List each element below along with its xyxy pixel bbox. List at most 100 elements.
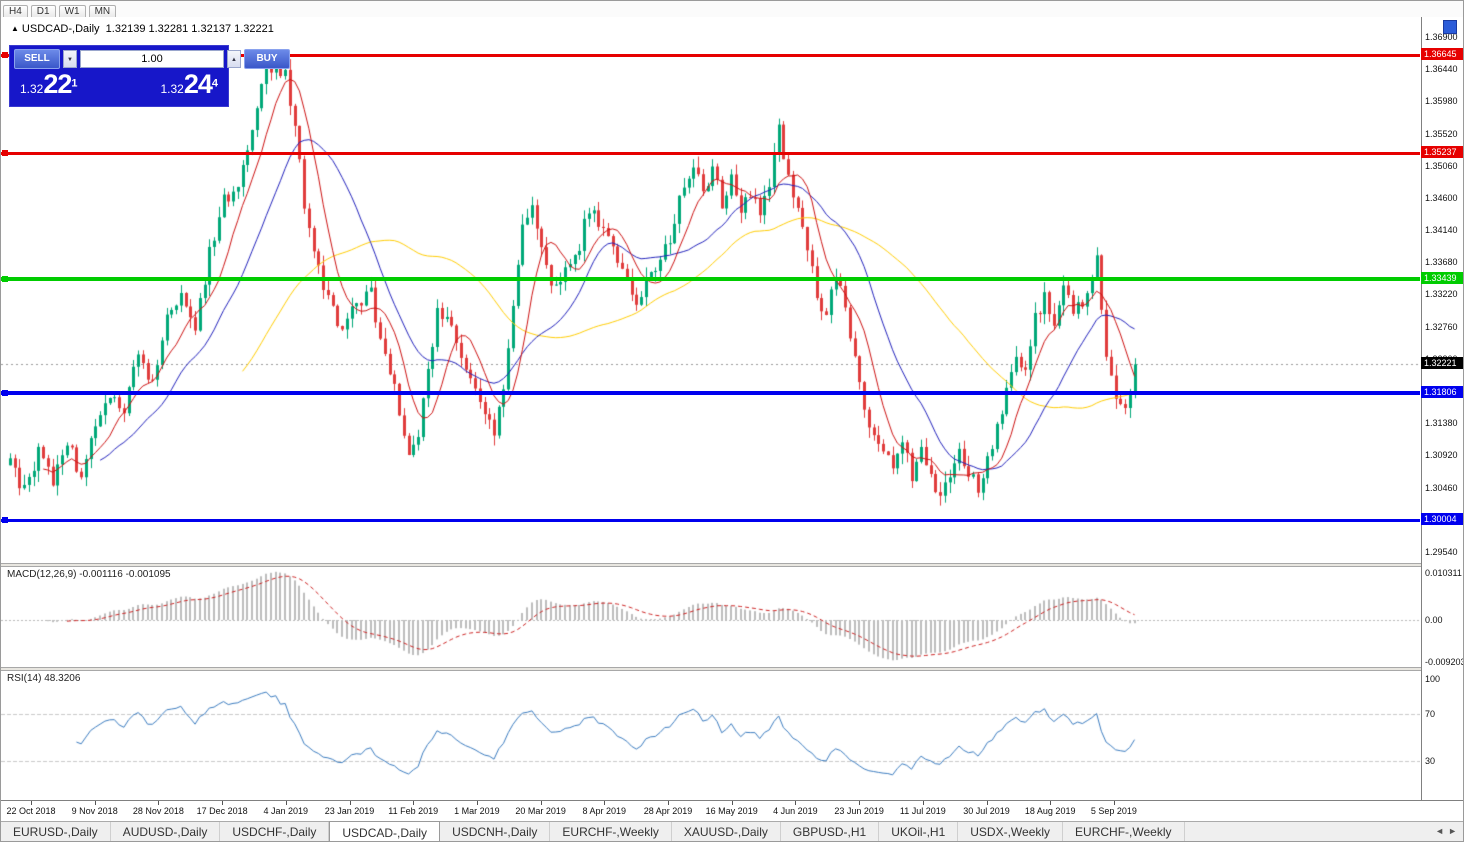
date-axis-label: 17 Dec 2018 <box>196 806 248 816</box>
symbol-tab-eurchf[interactable]: EURCHF-,Weekly <box>1063 822 1185 841</box>
date-axis-tick <box>222 801 224 805</box>
date-axis-tick <box>31 801 32 805</box>
symbol-tab-eurchf[interactable]: EURCHF-,Weekly <box>550 822 672 841</box>
symbol-tab-usdcad[interactable]: USDCAD-,Daily <box>329 821 441 841</box>
date-axis-tick <box>986 801 988 805</box>
date-axis-tick <box>540 801 542 805</box>
date-axis-tick <box>158 801 160 805</box>
chart-shift-icon[interactable] <box>1443 20 1457 34</box>
sell-price[interactable]: 1.32221 <box>20 69 78 100</box>
symbol-tab-usdchf[interactable]: USDCHF-,Daily <box>220 822 330 841</box>
buy-price-main: 24 <box>183 69 213 99</box>
macd-pane-separator[interactable] <box>1 563 1463 567</box>
date-axis-label: 8 Apr 2019 <box>582 806 627 816</box>
date-axis-tick <box>1113 801 1115 805</box>
macd-chart-canvas[interactable] <box>1 565 1420 667</box>
price-axis-label: 1.31380 <box>1425 418 1458 429</box>
symbol-tab-audusd[interactable]: AUDUSD-,Daily <box>111 822 221 841</box>
date-axis-label: 20 Mar 2019 <box>515 806 566 816</box>
date-axis-label: 5 Sep 2019 <box>1090 806 1137 816</box>
date-axis-label: 4 Jun 2019 <box>773 806 818 816</box>
rsi-chart-canvas[interactable] <box>1 669 1420 799</box>
rsi-indicator-label: RSI(14) 48.3206 <box>7 673 81 684</box>
price-axis: 1.36900 1.36440 1.35980 1.35520 1.35060 1.346… <box>1421 17 1464 800</box>
price-axis-label: 1.32760 <box>1425 321 1458 332</box>
symbol-tab-xauusd[interactable]: XAUUSD-,Daily <box>672 822 781 841</box>
price-axis-label: 1.35520 <box>1425 128 1458 139</box>
trade-controls-row: SELL ▼ ▲ BUY <box>10 46 290 69</box>
buy-price-base: 1.32 <box>160 82 184 96</box>
macd-indicator-label: MACD(12,26,9) -0.001116 -0.001095 <box>7 569 171 580</box>
tab-scroll-left-icon[interactable]: ◄ <box>1435 826 1449 836</box>
date-axis-label: 11 Jul 2019 <box>899 806 946 816</box>
price-axis-label: 1.34140 <box>1425 225 1458 236</box>
level-price-tag: 1.30004 <box>1421 512 1463 525</box>
line-drag-handle[interactable] <box>2 516 8 523</box>
sell-price-main: 22 <box>43 69 72 99</box>
support-resistance-line[interactable] <box>1 277 1420 282</box>
timeframe-button-d1[interactable]: D1 <box>30 5 56 19</box>
symbol-tab-usdcnh[interactable]: USDCNH-,Daily <box>440 822 551 841</box>
sell-price-base: 1.32 <box>20 82 44 96</box>
symbol-tab-ukoil[interactable]: UKOil-,H1 <box>879 822 959 841</box>
chart-window[interactable]: ▲ USDCAD-,Daily 1.32139 1.32281 1.32137 1… <box>1 17 1464 822</box>
date-axis-label: 30 Jul 2019 <box>963 806 1010 816</box>
volume-input[interactable] <box>80 50 224 68</box>
date-axis-label: 23 Jun 2019 <box>834 806 884 816</box>
date-axis-label: 1 Mar 2019 <box>454 806 500 816</box>
rsi-axis-label: 70 <box>1425 709 1436 720</box>
sell-button[interactable]: SELL <box>14 49 60 69</box>
support-resistance-line[interactable] <box>1 391 1420 396</box>
tab-scroll-arrows: ◄► <box>1435 826 1461 836</box>
buy-button[interactable]: BUY <box>244 49 290 69</box>
line-drag-handle[interactable] <box>2 150 8 157</box>
date-axis-tick <box>476 801 478 805</box>
one-click-trading-panel: SELL ▼ ▲ BUY 1.32221 1.32244 <box>9 45 290 107</box>
macd-axis-label: -0.009203 <box>1425 656 1464 667</box>
rsi-axis-label: 100 <box>1425 674 1441 684</box>
macd-axis-label: 0.010311 <box>1425 567 1462 578</box>
timeframe-bar: H4 D1 W1 MN <box>1 1 1463 19</box>
date-axis-tick <box>859 801 861 805</box>
line-drag-handle[interactable] <box>2 276 8 283</box>
date-axis-tick <box>922 801 924 805</box>
rsi-axis-label: 30 <box>1425 756 1436 767</box>
support-resistance-line[interactable] <box>1 152 1420 156</box>
date-axis-tick <box>413 801 415 805</box>
current-price-tag: 1.32221 <box>1421 357 1463 370</box>
support-resistance-line[interactable] <box>1 518 1420 522</box>
date-axis-label: 28 Apr 2019 <box>643 806 693 816</box>
trade-prices-row: 1.32221 1.32244 <box>10 69 228 100</box>
price-axis-label: 1.30920 <box>1425 450 1458 461</box>
symbol-tab-gbpusd[interactable]: GBPUSD-,H1 <box>781 822 880 841</box>
timeframe-buttons: H4 D1 W1 MN <box>1 1 117 19</box>
buy-price[interactable]: 1.32244 <box>160 69 218 100</box>
volume-decrease-button[interactable]: ▼ <box>63 50 77 68</box>
support-resistance-line[interactable] <box>1 53 1420 57</box>
line-drag-handle[interactable] <box>2 51 8 58</box>
date-axis-tick <box>668 801 669 805</box>
price-axis-label: 1.36440 <box>1425 64 1458 75</box>
date-axis-tick <box>285 801 287 805</box>
line-drag-handle[interactable] <box>2 390 8 397</box>
price-axis-label: 1.30460 <box>1425 482 1458 493</box>
level-price-tag: 1.33439 <box>1421 272 1463 285</box>
symbol-tab-usdx[interactable]: USDX-,Weekly <box>958 822 1064 841</box>
date-axis-tick <box>349 801 351 805</box>
price-axis-label: 1.36900 <box>1425 32 1458 42</box>
rsi-pane-separator[interactable] <box>1 667 1463 671</box>
symbol-tab-eurusd[interactable]: EURUSD-,Daily <box>1 822 111 841</box>
date-axis-label: 18 Aug 2019 <box>1024 806 1076 816</box>
up-triangle-icon: ▲ <box>11 24 19 33</box>
date-axis-label: 22 Oct 2018 <box>6 806 56 816</box>
level-price-tag: 1.31806 <box>1421 386 1463 399</box>
volume-increase-button[interactable]: ▲ <box>227 50 241 68</box>
tab-scroll-right-icon[interactable]: ► <box>1448 826 1461 836</box>
level-price-tag: 1.36645 <box>1421 47 1463 60</box>
price-axis-label: 1.34600 <box>1425 192 1458 203</box>
buy-price-pip: 4 <box>211 77 218 90</box>
price-axis-label: 1.35980 <box>1425 96 1458 107</box>
price-chart-canvas[interactable] <box>1 17 1420 563</box>
date-axis-label: 23 Jan 2019 <box>324 806 375 816</box>
